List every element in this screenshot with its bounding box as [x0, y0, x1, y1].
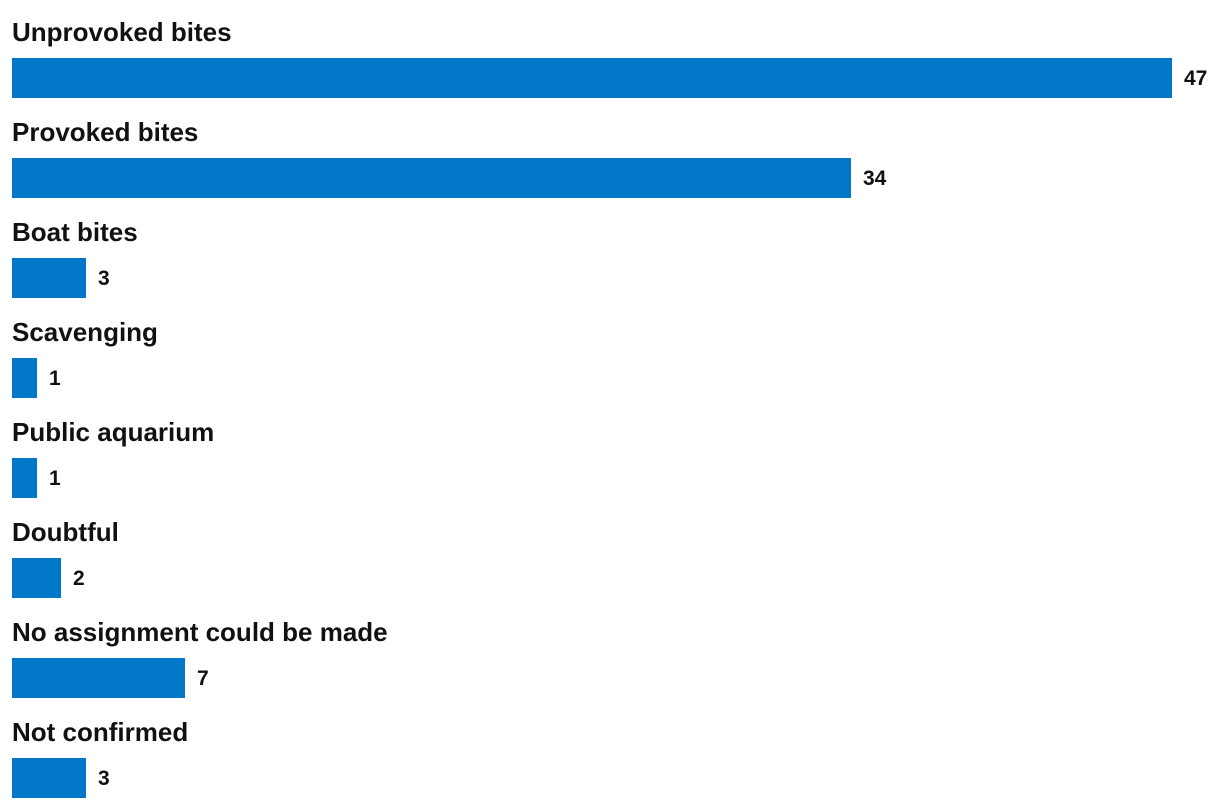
category-label: Provoked bites	[12, 117, 198, 147]
value-label: 47	[1184, 67, 1207, 90]
bar-row: Not confirmed 3	[12, 717, 188, 798]
category-label: Boat bites	[12, 217, 138, 247]
category-label: Doubtful	[12, 517, 119, 547]
category-label: Unprovoked bites	[12, 17, 232, 47]
bar-row: No assignment could be made 7	[12, 617, 388, 698]
bar	[12, 658, 185, 698]
bar	[12, 58, 1172, 98]
category-label: Public aquarium	[12, 417, 214, 447]
category-label: Scavenging	[12, 317, 158, 347]
bar-row: Provoked bites 34	[12, 117, 887, 198]
value-label: 3	[98, 267, 110, 290]
bar-row: Boat bites 3	[12, 217, 138, 298]
category-label: No assignment could be made	[12, 617, 388, 647]
value-label: 3	[98, 767, 110, 790]
value-label: 1	[49, 367, 61, 390]
bar-row: Doubtful 2	[12, 517, 119, 598]
bar	[12, 558, 61, 598]
category-label: Not confirmed	[12, 717, 188, 747]
value-label: 1	[49, 467, 61, 490]
bar	[12, 358, 37, 398]
bar	[12, 458, 37, 498]
bar-row: Unprovoked bites 47	[12, 17, 1207, 98]
value-label: 7	[197, 667, 209, 690]
value-label: 34	[863, 167, 887, 190]
bar	[12, 758, 86, 798]
bar	[12, 158, 851, 198]
chart-rows: Unprovoked bites 47 Provoked bites 34 Boat b…	[12, 17, 1207, 798]
value-label: 2	[73, 567, 85, 590]
bar	[12, 258, 86, 298]
bar-row: Scavenging 1	[12, 317, 158, 398]
bar-row: Public aquarium 1	[12, 417, 214, 498]
